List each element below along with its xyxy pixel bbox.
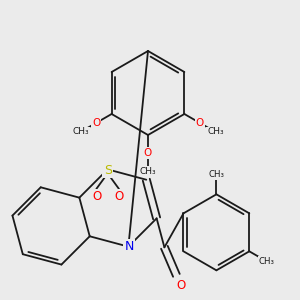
Text: CH₃: CH₃ [208, 170, 224, 179]
Text: CH₃: CH₃ [207, 128, 224, 136]
Text: O: O [144, 148, 152, 158]
Text: O: O [177, 279, 186, 292]
Text: O: O [196, 118, 204, 128]
Text: O: O [92, 118, 100, 128]
Text: O: O [114, 190, 123, 203]
Text: CH₃: CH₃ [140, 167, 156, 176]
Text: S: S [103, 164, 112, 177]
Text: N: N [125, 240, 134, 253]
Text: CH₃: CH₃ [72, 128, 89, 136]
Text: O: O [92, 190, 101, 203]
Text: CH₃: CH₃ [259, 257, 275, 266]
